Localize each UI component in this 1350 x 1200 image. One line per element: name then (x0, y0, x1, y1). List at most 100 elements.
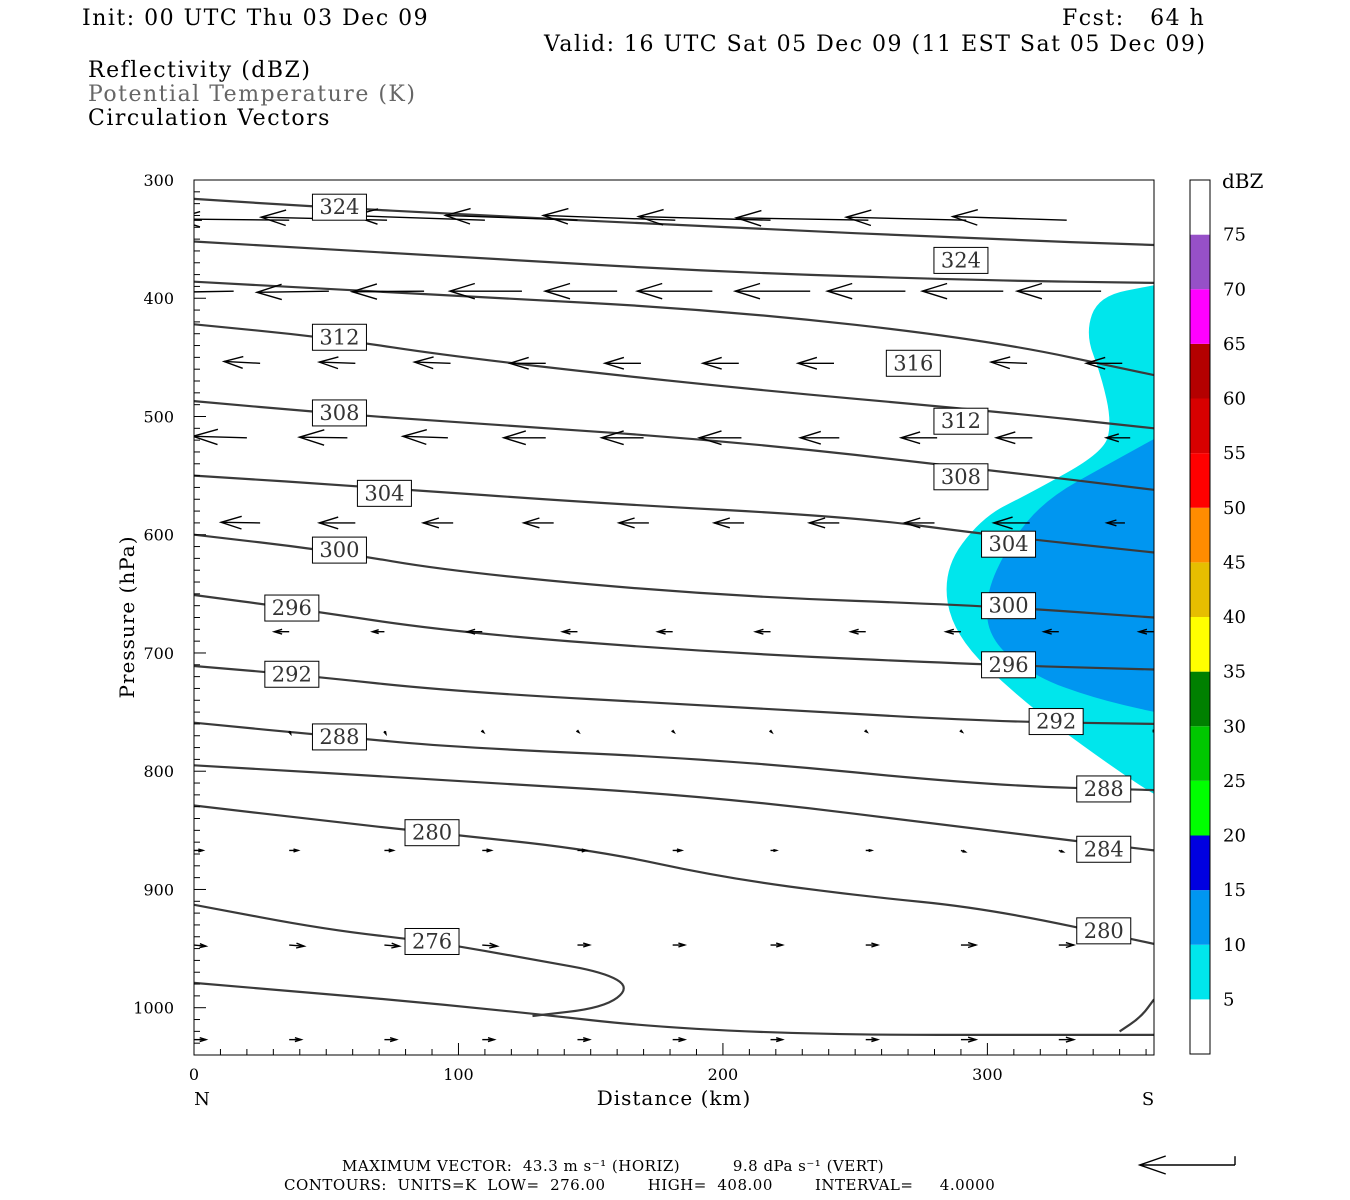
vector-head (540, 207, 569, 225)
circulation-vector (289, 942, 307, 949)
vector-head (943, 628, 955, 635)
vector-shaft (352, 290, 425, 293)
colorbar-tick-label: 20 (1223, 826, 1246, 847)
circulation-vector (316, 516, 356, 530)
circulation-vector (734, 209, 869, 227)
vector-head (198, 848, 206, 853)
vector-head (199, 943, 209, 949)
theta-contour-316 (194, 280, 1154, 377)
vector-shaft (414, 361, 451, 364)
circulation-vector (420, 517, 454, 529)
circulation-vector (960, 941, 979, 949)
vector-shaft (194, 218, 290, 221)
vector-head (295, 942, 307, 949)
vector-head (400, 429, 427, 446)
circulation-vector (769, 729, 774, 735)
contour-label-box-304 (356, 479, 412, 507)
y-tick-label: 1000 (133, 999, 174, 1018)
reference-vector-head (1137, 1155, 1166, 1175)
circulation-vector (672, 848, 685, 853)
vector-head (582, 942, 592, 948)
circulation-vector (577, 848, 589, 853)
circulation-vector (447, 282, 522, 300)
circulation-vector (732, 282, 811, 300)
circulation-vector (370, 629, 385, 635)
contour-label-288: 288 (319, 725, 359, 749)
vector-head (487, 1037, 497, 1043)
vector-head (825, 282, 853, 300)
vector-head (871, 1037, 881, 1043)
theta-contours (194, 197, 1154, 1036)
vector-head (988, 356, 1011, 370)
forecast-hour: Fcst: 64 h (1062, 6, 1206, 31)
vector-head (316, 516, 339, 530)
circulation-vectors (194, 207, 1154, 1043)
circulation-vector (194, 943, 209, 949)
x-tick-label: 300 (972, 1065, 1003, 1084)
vector-head (678, 942, 688, 948)
vector-head (806, 517, 826, 529)
vector-shaft (256, 290, 329, 294)
circulation-vector (194, 290, 234, 293)
contour-label-box-308 (311, 399, 367, 427)
circulation-vector (919, 282, 1004, 300)
vector-head (370, 629, 379, 635)
circulation-vector (194, 1037, 209, 1043)
circulation-vector (898, 431, 938, 445)
y-tick-label: 400 (143, 289, 174, 308)
contour-label-box-276 (404, 927, 460, 955)
contour-label-300: 300 (988, 594, 1028, 618)
vector-head (697, 430, 722, 446)
circulation-vector (1103, 433, 1131, 443)
vector-head (501, 430, 527, 446)
colorbar-band-15 (1190, 835, 1210, 891)
circulation-vector (480, 729, 486, 735)
circulation-vector (560, 628, 578, 635)
circulation-vector (770, 1037, 785, 1043)
vector-head (599, 430, 624, 446)
vector-head (542, 282, 571, 300)
vector-shaft (194, 435, 247, 439)
axes: 0 100 200 300 300 400 500 600 700 800 900 1000 (133, 171, 1147, 1084)
contour-label-288: 288 (1084, 777, 1124, 801)
contour-label-324: 324 (941, 248, 981, 272)
circulation-vector (960, 1036, 979, 1043)
vector-head (194, 428, 219, 446)
vector-head (349, 283, 378, 300)
vector-head (420, 517, 440, 529)
y-tick-label: 800 (143, 762, 174, 781)
vector-head (1060, 849, 1066, 853)
circulation-vector (943, 628, 961, 635)
circulation-vector (865, 1037, 881, 1043)
circulation-vector (577, 1037, 592, 1043)
vector-shaft (299, 436, 348, 439)
colorbar-tick-label: 10 (1223, 935, 1246, 956)
colorbar-tick-label: 70 (1223, 279, 1246, 300)
vector-head (871, 942, 881, 948)
circulation-vector (289, 848, 301, 853)
vector-head (616, 517, 635, 529)
circulation-vector (1136, 628, 1154, 635)
vector-head (732, 282, 761, 300)
vector-head (902, 517, 921, 529)
circulation-vector (271, 628, 290, 635)
circulation-vector (825, 282, 906, 300)
circulation-vector (988, 356, 1028, 370)
vector-head (797, 430, 822, 445)
contour-label-box-300 (981, 592, 1037, 620)
circulation-vector (288, 730, 292, 737)
circulation-vector (797, 430, 840, 445)
circulation-vector (993, 431, 1033, 445)
vector-head (486, 848, 494, 853)
circulation-vector (770, 942, 785, 948)
circulation-vector (289, 1037, 304, 1043)
contour-info: CONTOURS: UNITS=K LOW= 276.00 HIGH= 408.… (284, 1176, 996, 1194)
vector-head (464, 628, 476, 635)
circulation-vector (1058, 849, 1066, 853)
vector-head (1083, 356, 1106, 370)
colorbar-tick-label: 30 (1223, 716, 1246, 737)
theta-contour-284 (194, 764, 1154, 852)
vector-head (993, 431, 1016, 445)
colorbar-band-25 (1190, 726, 1210, 781)
